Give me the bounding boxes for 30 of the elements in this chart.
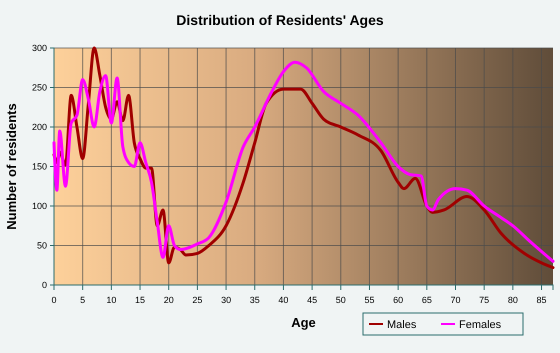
x-tick-label: 0 <box>51 294 57 305</box>
x-tick-label: 60 <box>393 294 404 305</box>
x-tick-label: 50 <box>336 294 346 305</box>
chart-title: Distribution of Residents' Ages <box>176 12 384 28</box>
x-tick-label: 20 <box>164 294 174 305</box>
y-tick-label: 250 <box>32 82 47 92</box>
x-axis-title: Age <box>291 315 316 330</box>
y-tick-label: 150 <box>32 161 47 172</box>
x-tick-label: 25 <box>192 294 202 305</box>
y-tick-label: 100 <box>32 200 47 211</box>
x-tick-label: 75 <box>479 294 490 305</box>
x-tick-label: 10 <box>106 294 116 305</box>
x-tick-label: 45 <box>307 294 318 305</box>
x-tick-label: 40 <box>278 294 288 305</box>
x-tick-label: 70 <box>450 294 460 305</box>
y-tick-label: 0 <box>42 280 47 290</box>
legend-label: Females <box>459 319 502 331</box>
y-tick-label: 50 <box>36 240 47 250</box>
x-tick-label: 35 <box>250 294 260 305</box>
x-tick-label: 55 <box>364 294 374 305</box>
y-axis-title: Number of residents <box>4 103 19 230</box>
y-tick-label: 200 <box>32 122 47 132</box>
x-tick-label: 85 <box>536 294 547 305</box>
x-tick-label: 5 <box>80 294 86 305</box>
y-tick-label: 300 <box>32 42 47 53</box>
x-tick-label: 65 <box>422 294 432 305</box>
legend-label: Males <box>387 319 417 331</box>
x-tick-label: 80 <box>508 294 518 305</box>
x-tick-label: 30 <box>221 294 232 305</box>
x-tick-label: 15 <box>135 294 146 305</box>
